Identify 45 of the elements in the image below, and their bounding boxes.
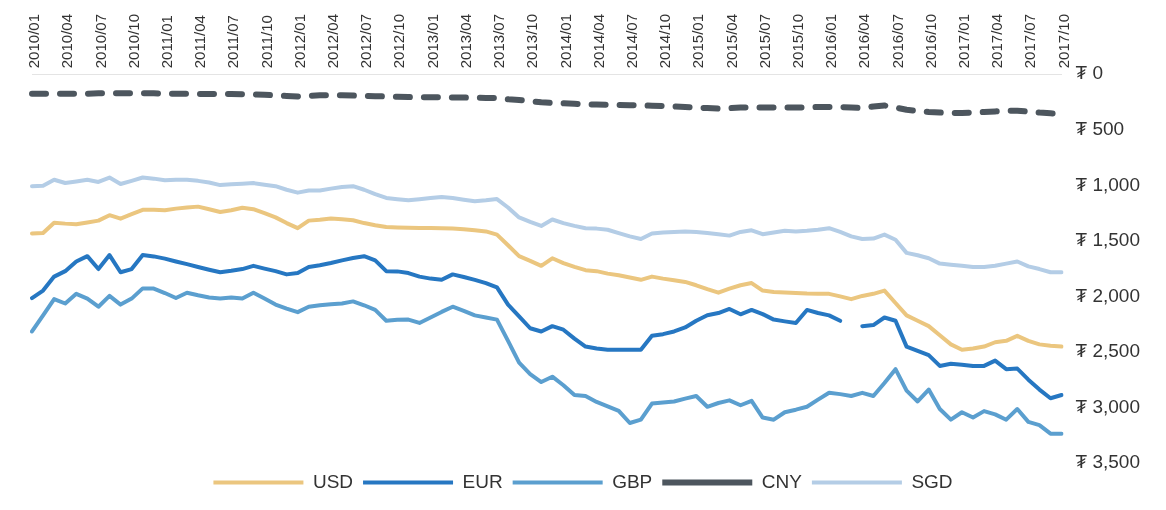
x-tick-label: 2015/04 <box>722 13 740 69</box>
x-tick-label: 2012/01 <box>290 13 308 69</box>
x-tick-label: 2016/07 <box>888 13 906 69</box>
x-tick-label: 2011/04 <box>191 15 209 69</box>
x-tick-label: 2015/01 <box>689 13 707 69</box>
x-tick-label: 2012/04 <box>324 13 342 69</box>
x-tick-label: 2012/07 <box>357 13 375 69</box>
legend-label: USD <box>312 470 354 492</box>
x-tick-label: 2017/07 <box>1021 13 1039 69</box>
y-tick-label: ₮ 2,500 <box>1075 340 1141 362</box>
x-tick-label: 2010/04 <box>58 13 76 69</box>
x-tick-label: 2010/07 <box>91 13 109 69</box>
x-tick-label: 2015/10 <box>789 13 807 69</box>
x-tick-label: 2017/01 <box>955 13 973 69</box>
x-tick-label: 2017/10 <box>1054 13 1072 69</box>
x-tick-label: 2010/10 <box>124 13 142 69</box>
y-tick-label: ₮ 2,000 <box>1075 284 1141 306</box>
x-tick-label: 2011/07 <box>224 15 242 69</box>
x-tick-label: 2016/01 <box>822 13 840 69</box>
x-tick-label: 2015/07 <box>755 13 773 69</box>
y-tick-label: ₮ 3,000 <box>1075 395 1141 417</box>
x-tick-label: 2013/04 <box>456 13 474 69</box>
legend-label: GBP <box>612 470 653 492</box>
x-tick-label: 2011/10 <box>257 15 275 69</box>
x-tick-label: 2012/10 <box>390 13 408 69</box>
x-tick-label: 2013/07 <box>490 13 508 69</box>
x-tick-label: 2014/07 <box>622 13 640 69</box>
y-tick-label: ₮ 3,500 <box>1075 451 1141 473</box>
x-tick-label: 2014/04 <box>589 13 607 69</box>
x-tick-label: 2013/01 <box>423 13 441 69</box>
x-tick-label: 2011/01 <box>157 15 175 69</box>
x-tick-label: 2014/01 <box>556 13 574 69</box>
x-tick-label: 2013/10 <box>523 13 541 69</box>
y-tick-label: ₮ 1,000 <box>1075 173 1141 195</box>
y-tick-label: ₮ 1,500 <box>1075 229 1141 251</box>
y-tick-label: ₮ 500 <box>1075 118 1125 139</box>
x-tick-label: 2010/01 <box>25 13 43 69</box>
x-tick-label: 2017/04 <box>988 13 1006 69</box>
legend-label: CNY <box>761 470 803 492</box>
legend-label: SGD <box>911 470 953 492</box>
legend-label: EUR <box>462 470 503 492</box>
x-tick-label: 2016/10 <box>921 13 939 69</box>
y-tick-label: ₮ 0 <box>1075 62 1104 84</box>
x-tick-label: 2016/04 <box>855 13 873 69</box>
x-tick-label: 2014/10 <box>656 13 674 69</box>
